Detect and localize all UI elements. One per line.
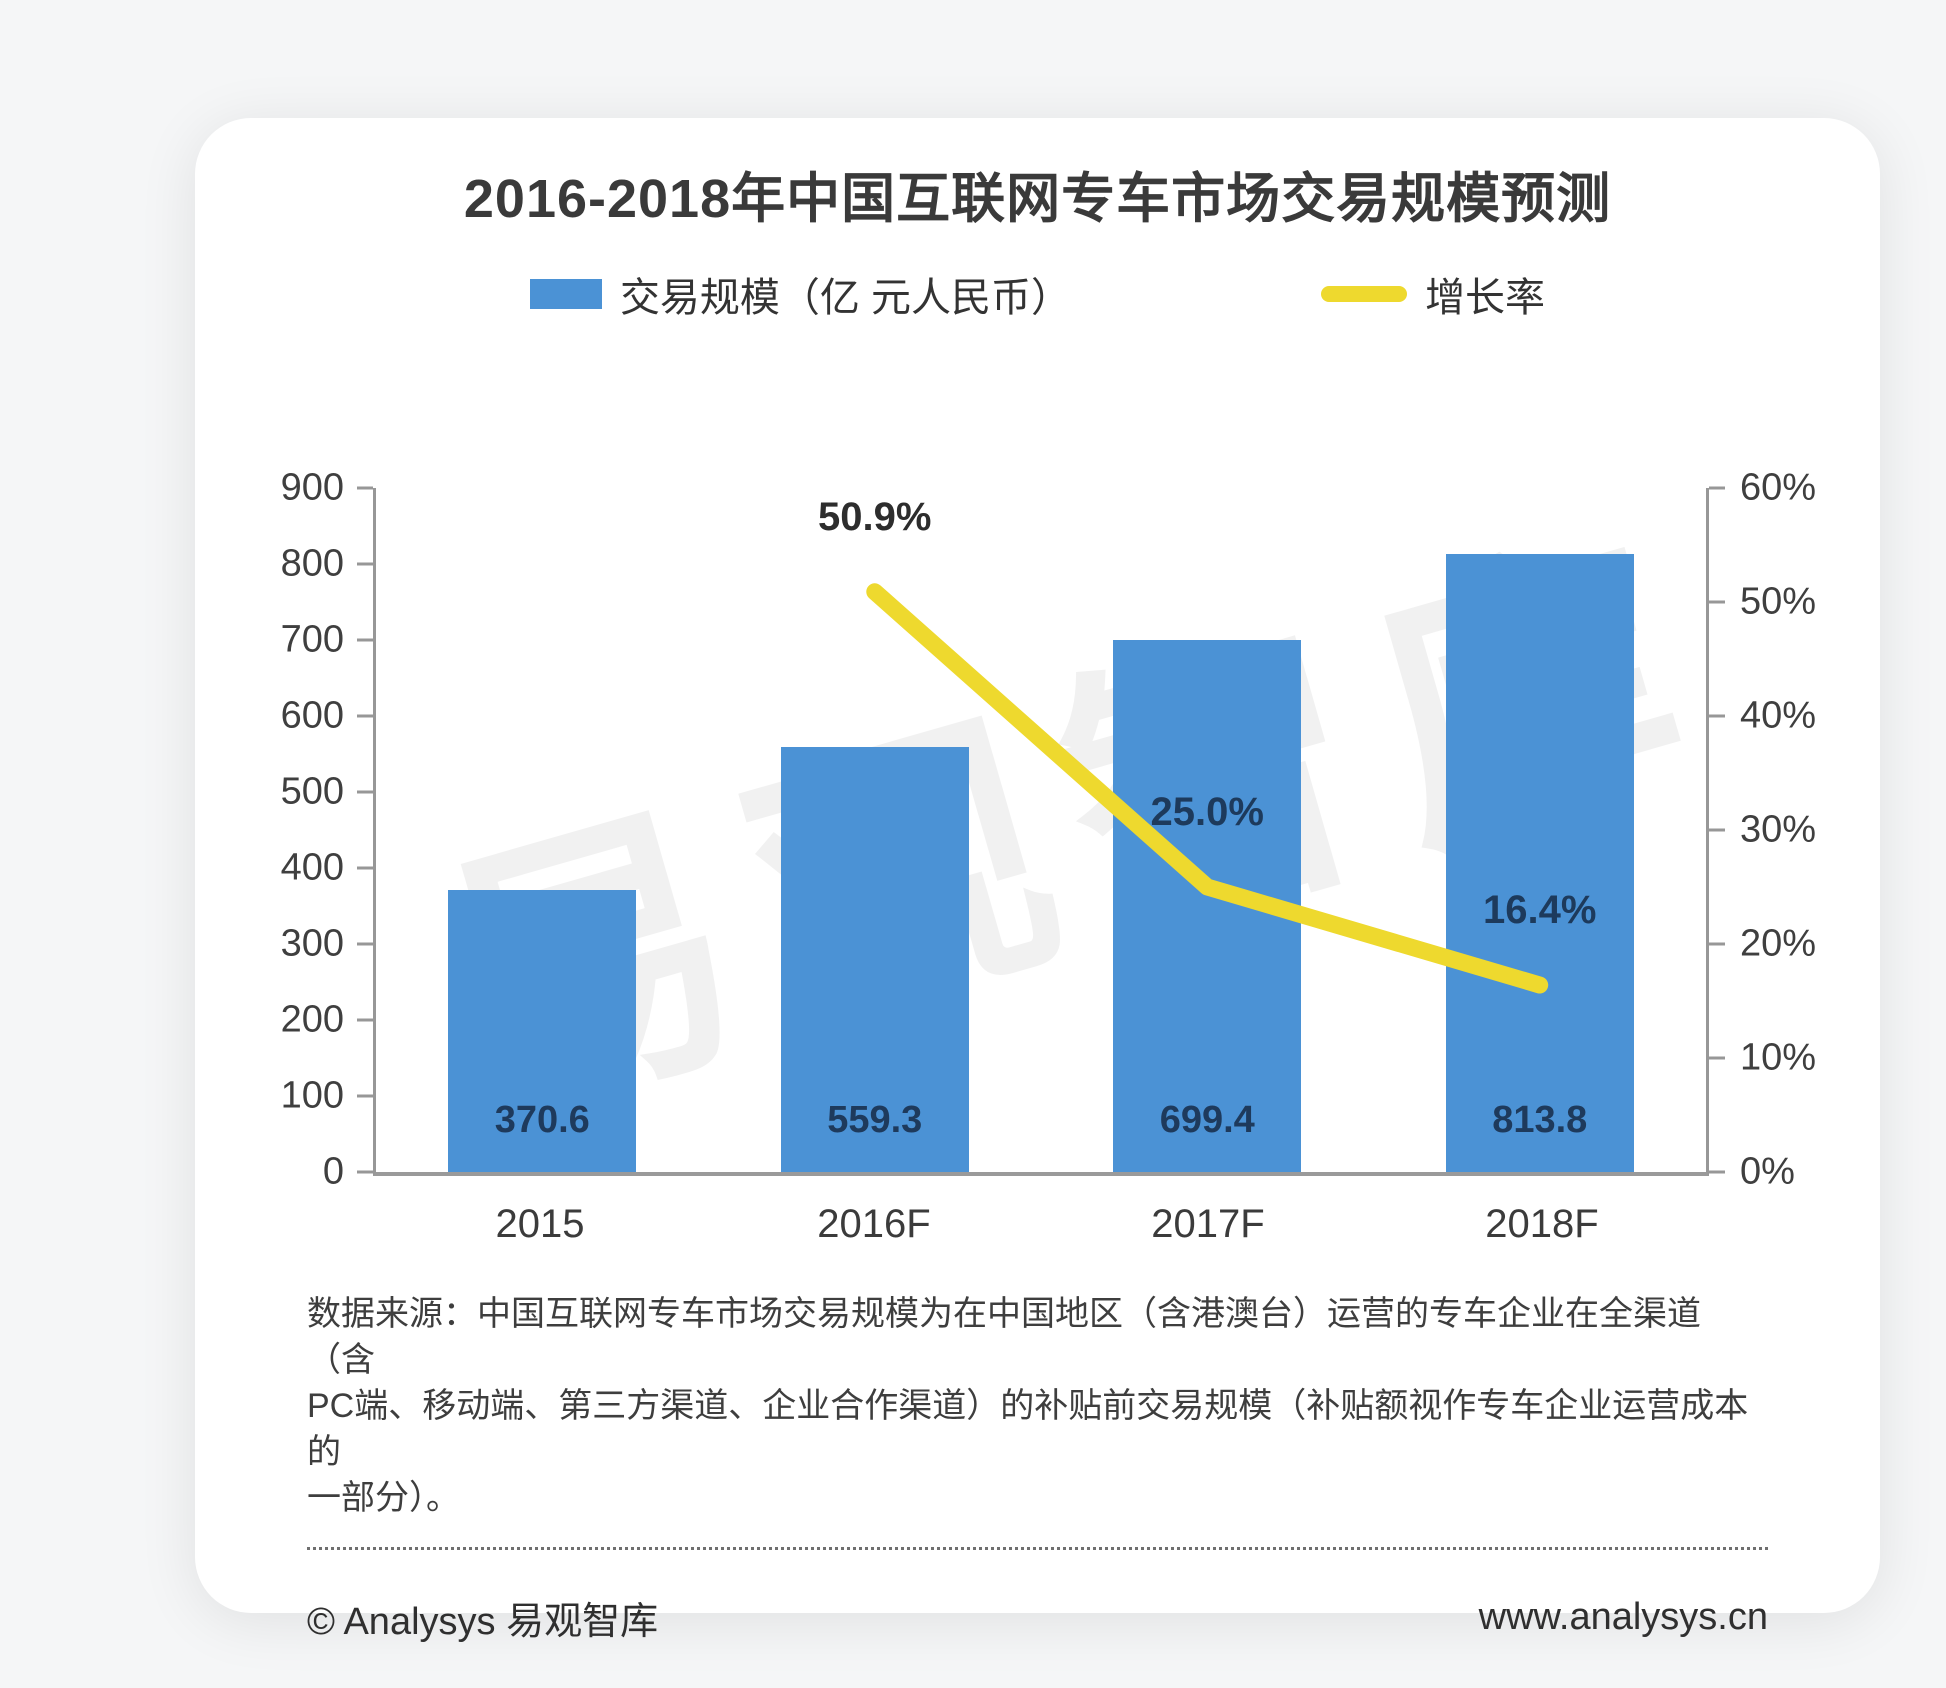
legend-label-transaction-scale: 交易规模（亿 元人民币） xyxy=(619,276,1072,320)
bar-value-label: 813.8 xyxy=(1492,1099,1588,1141)
chart-card: 2016-2018年中国互联网专车市场交易规模预测 交易规模（亿 元人民币） 增… xyxy=(195,118,1880,1643)
source-line: 数据来源：中国互联网专车市场交易规模为在中国地区（含港澳台）运营的专车企业在全渠… xyxy=(307,1295,1701,1379)
left-axis-tick xyxy=(357,1170,373,1174)
left-axis-tick-label: 700 xyxy=(280,618,344,661)
bar-2018F: 813.8 xyxy=(1445,553,1634,1172)
right-axis-tick-label: 60% xyxy=(1740,466,1817,509)
dotted-divider xyxy=(307,1547,1768,1550)
rate-label-2017F: 25.0% xyxy=(1150,790,1264,834)
x-axis-label-2017F: 2017F xyxy=(1151,1202,1265,1246)
right-axis-tick-label: 30% xyxy=(1740,808,1817,851)
x-axis-labels: 2015 2016F 2017F 2018F xyxy=(373,1202,1709,1247)
line-series-swatch xyxy=(1321,286,1408,302)
right-axis-tick-label: 50% xyxy=(1740,580,1817,623)
rate-label-2016F: 50.9% xyxy=(818,494,932,539)
source-line: PC端、移动端、第三方渠道、企业合作渠道）的补贴前交易规模（补贴额视作专车企业运… xyxy=(307,1387,1749,1471)
source-line: 一部分）。 xyxy=(307,1479,460,1517)
website-link[interactable]: www.analysys.cn xyxy=(1478,1596,1768,1638)
legend: 交易规模（亿 元人民币） 增长率 xyxy=(195,270,1880,320)
left-axis-tick xyxy=(357,866,373,870)
right-axis-tick xyxy=(1709,714,1725,718)
right-axis-tick-label: 40% xyxy=(1740,694,1817,737)
left-axis-tick-label: 200 xyxy=(280,998,344,1041)
x-axis-label-2016F: 2016F xyxy=(817,1202,931,1246)
left-axis-tick xyxy=(357,790,373,794)
bar-value-label: 370.6 xyxy=(494,1099,590,1141)
x-axis-label-2018F: 2018F xyxy=(1485,1202,1599,1246)
bar-2015: 370.6 xyxy=(448,890,636,1172)
right-axis-tick xyxy=(1709,1056,1725,1060)
right-axis-tick xyxy=(1709,486,1725,490)
left-axis-tick-label: 600 xyxy=(280,694,344,737)
left-axis-tick xyxy=(357,1094,373,1098)
left-axis-tick-label: 900 xyxy=(280,466,344,509)
footer: © Analysys 易观智库 www.analysys.cn xyxy=(307,1590,1768,1645)
bar-series-swatch xyxy=(529,279,602,309)
bar-value-label: 559.3 xyxy=(827,1099,923,1141)
right-axis-tick xyxy=(1709,600,1725,604)
left-axis-tick xyxy=(357,486,373,490)
plot-clip: 易观智库 370.6 559.3 699.4 813.8 50.9% 25.0% 16.4% xyxy=(376,488,1706,1172)
left-axis-tick xyxy=(357,942,373,946)
growth-rate-line xyxy=(866,583,1549,994)
right-axis-tick-label: 0% xyxy=(1740,1150,1795,1193)
x-axis-label-2015: 2015 xyxy=(495,1202,585,1246)
left-axis-tick xyxy=(357,714,373,718)
left-axis-tick-label: 800 xyxy=(280,542,344,585)
bar-value-label: 699.4 xyxy=(1159,1099,1255,1141)
left-axis-tick-label: 500 xyxy=(280,770,344,813)
left-axis-tick-label: 100 xyxy=(280,1074,344,1117)
left-axis-tick xyxy=(357,1018,373,1022)
page-title: 2016-2018年中国互联网专车市场交易规模预测 xyxy=(463,169,1612,229)
left-axis-tick xyxy=(357,638,373,642)
rate-label-2018F: 16.4% xyxy=(1483,888,1597,933)
legend-item-transaction-scale: 交易规模（亿 元人民币） xyxy=(529,265,1072,323)
bar-2016F: 559.3 xyxy=(780,746,969,1172)
right-axis-tick-label: 10% xyxy=(1740,1036,1817,1079)
right-axis-tick xyxy=(1709,1170,1725,1174)
copyright-text: © Analysys 易观智库 xyxy=(307,1601,659,1643)
left-axis-tick-label: 300 xyxy=(280,922,344,965)
left-axis-tick-label: 400 xyxy=(280,846,344,889)
right-axis-tick-label: 20% xyxy=(1740,922,1817,965)
plot-area: 易观智库 370.6 559.3 699.4 813.8 50.9% 25.0% 16.4%… xyxy=(281,467,1816,1193)
right-axis-tick xyxy=(1709,828,1725,832)
right-axis-tick xyxy=(1709,942,1725,946)
legend-item-growth-rate: 增长率 xyxy=(1321,265,1545,323)
legend-label-growth-rate: 增长率 xyxy=(1425,276,1546,320)
source-note: 数据来源：中国互联网专车市场交易规模为在中国地区（含港澳台）运营的专车企业在全渠… xyxy=(307,1291,1768,1521)
left-axis-tick-label: 0 xyxy=(322,1150,344,1193)
left-axis-tick xyxy=(357,562,373,566)
